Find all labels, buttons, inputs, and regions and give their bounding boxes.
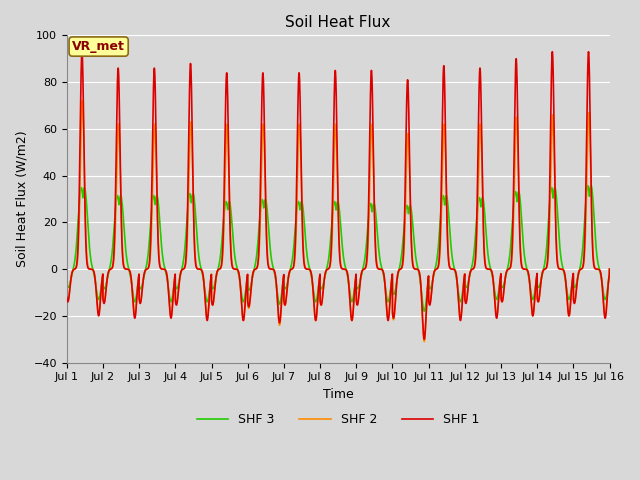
SHF 1: [420, 336, 428, 342]
Text: VR_met: VR_met: [72, 40, 125, 53]
SHF 3: [214, 265, 222, 271]
Legend: SHF 3, SHF 2, SHF 1: SHF 3, SHF 2, SHF 1: [192, 408, 484, 431]
SHF 2: [420, 338, 428, 344]
SHF 1: [179, 266, 187, 272]
SHF 1: [605, 266, 613, 272]
Line: SHF 2: SHF 2: [67, 101, 609, 341]
SHF 3: [63, 282, 70, 288]
SHF 3: [584, 183, 591, 189]
SHF 2: [605, 271, 613, 277]
SHF 1: [214, 267, 222, 273]
SHF 2: [214, 267, 222, 273]
SHF 1: [391, 304, 399, 310]
SHF 2: [179, 266, 187, 272]
SHF 3: [179, 260, 187, 266]
SHF 1: [605, 272, 613, 277]
SHF 3: [554, 219, 562, 225]
SHF 2: [401, 235, 408, 240]
X-axis label: Time: Time: [323, 388, 353, 401]
SHF 3: [401, 220, 408, 226]
SHF 2: [554, 263, 562, 269]
Y-axis label: Soil Heat Flux (W/m2): Soil Heat Flux (W/m2): [15, 131, 28, 267]
SHF 2: [79, 98, 86, 104]
SHF 3: [391, 289, 399, 295]
SHF 2: [63, 293, 70, 299]
SHF 1: [63, 294, 70, 300]
Line: SHF 3: SHF 3: [67, 186, 609, 311]
SHF 1: [554, 264, 562, 270]
Line: SHF 1: SHF 1: [67, 52, 609, 339]
SHF 3: [605, 266, 613, 272]
SHF 2: [391, 303, 399, 309]
SHF 3: [605, 274, 613, 280]
SHF 3: [420, 308, 428, 314]
Title: Soil Heat Flux: Soil Heat Flux: [285, 15, 391, 30]
SHF 1: [548, 49, 556, 55]
SHF 1: [401, 221, 408, 227]
SHF 2: [605, 266, 613, 272]
